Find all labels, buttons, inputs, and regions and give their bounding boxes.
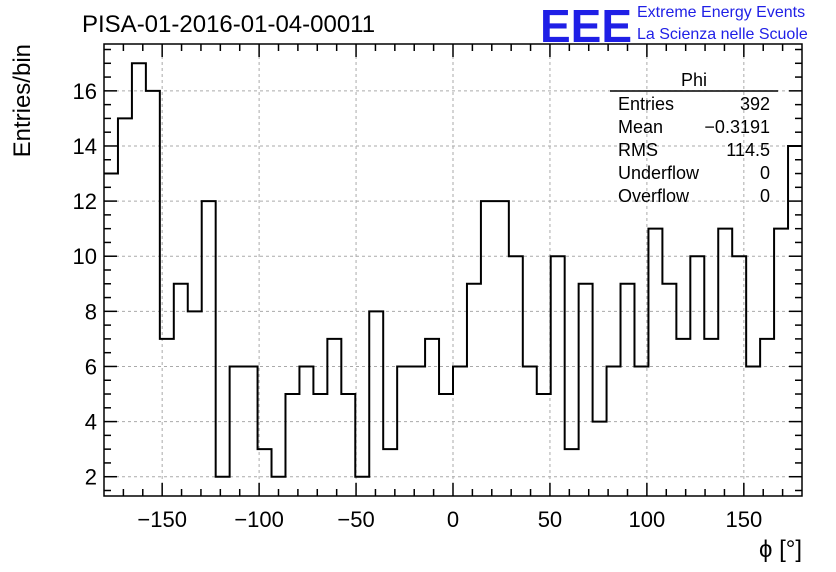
stats-value: 0 — [760, 163, 770, 183]
x-tick-label: 150 — [725, 507, 762, 532]
stats-row: RMS 114.5 — [618, 140, 770, 160]
stats-value: −0.3191 — [704, 117, 770, 137]
stats-row: Underflow 0 — [618, 163, 770, 183]
y-tick-label: 10 — [73, 244, 97, 269]
x-axis-label: ϕ [°] — [759, 536, 802, 563]
grid — [104, 44, 802, 496]
stats-value: 0 — [760, 186, 770, 206]
stats-label: Entries — [618, 94, 674, 114]
x-tick-label: 100 — [629, 507, 666, 532]
logo-line-2: La Scienza nelle Scuole — [637, 26, 808, 43]
y-tick-label: 6 — [85, 354, 97, 379]
stats-value: 392 — [740, 94, 770, 114]
stats-label: Overflow — [618, 186, 690, 206]
stats-row: Mean −0.3191 — [618, 117, 770, 137]
x-tick-label: 0 — [447, 507, 459, 532]
x-tick-label: −50 — [337, 507, 374, 532]
histogram-line — [104, 62, 802, 478]
x-tick-label: 50 — [538, 507, 562, 532]
stats-name: Phi — [681, 70, 707, 90]
axis-ticks — [104, 44, 802, 496]
y-axis-label: Entries/bin — [9, 44, 36, 157]
eee-logo: EEE Extreme Energy Events La Scienza nel… — [540, 0, 808, 52]
y-tick-label: 2 — [85, 465, 97, 490]
stats-row: Entries 392 — [618, 94, 770, 114]
y-tick-label: 16 — [73, 79, 97, 104]
y-tick-label: 4 — [85, 410, 97, 435]
x-tick-labels: −150 −100 −50 0 50 100 150 — [137, 507, 762, 532]
x-tick-label: −150 — [137, 507, 187, 532]
y-tick-label: 14 — [73, 134, 97, 159]
y-tick-label: 8 — [85, 299, 97, 324]
stats-box: Phi Entries 392 Mean −0.3191 RMS 114.5 U… — [610, 70, 778, 206]
stats-row: Overflow 0 — [618, 186, 770, 206]
stats-value: 114.5 — [726, 140, 770, 160]
stats-label: RMS — [618, 140, 658, 160]
stats-label: Underflow — [618, 163, 700, 183]
logo-line-1: Extreme Energy Events — [637, 4, 805, 21]
stats-label: Mean — [618, 117, 663, 137]
chart-title: PISA-01-2016-01-04-00011 — [82, 11, 375, 38]
y-tick-label: 12 — [73, 189, 97, 214]
x-tick-label: −100 — [234, 507, 284, 532]
y-tick-labels: 2 4 6 8 10 12 14 16 — [73, 79, 97, 490]
